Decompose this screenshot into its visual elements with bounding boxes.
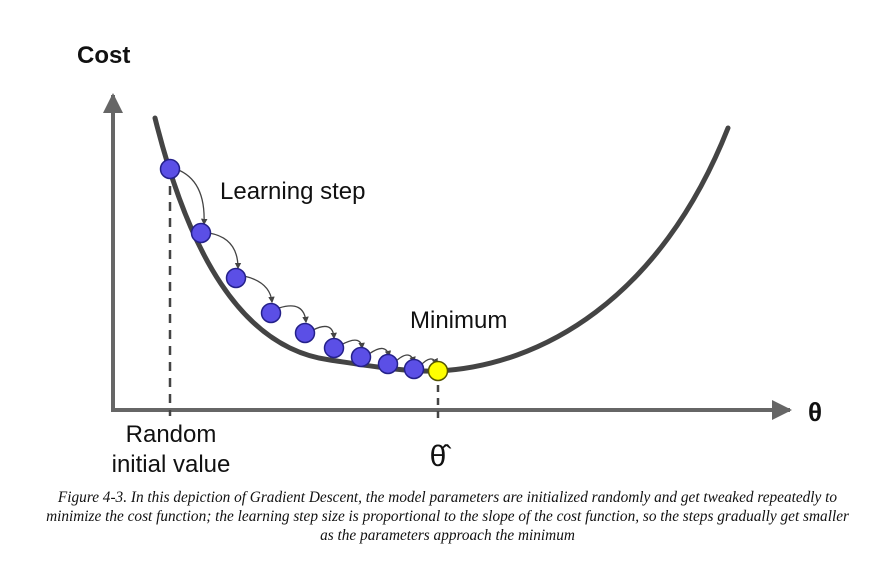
learning-step-label: Learning step [220,178,365,205]
minimum-label: Minimum [410,307,507,334]
minimum-point [427,360,449,382]
step-point [403,358,425,380]
learning-step-points [159,158,425,380]
x-axis-label: θ [808,397,822,427]
step-arrow [243,275,275,304]
random-initial-value-line2: initial value [112,451,231,478]
theta-hat-label: θ̂ [430,440,452,473]
step-arrow [208,232,242,270]
y-axis-label: Cost [77,42,130,69]
step-point [225,267,247,289]
random-initial-value-line1: Random [126,421,217,448]
step-arrow [340,339,365,350]
step-arrow [278,305,309,324]
step-arrow [312,325,337,340]
step-point [377,353,399,375]
step-point [190,222,212,244]
step-point [294,322,316,344]
step-point [350,346,372,368]
step-point [323,337,345,359]
step-point [260,302,282,324]
step-point [159,158,181,180]
step-arrow [175,168,208,226]
figure-caption: Figure 4-3. In this depiction of Gradien… [46,489,849,544]
